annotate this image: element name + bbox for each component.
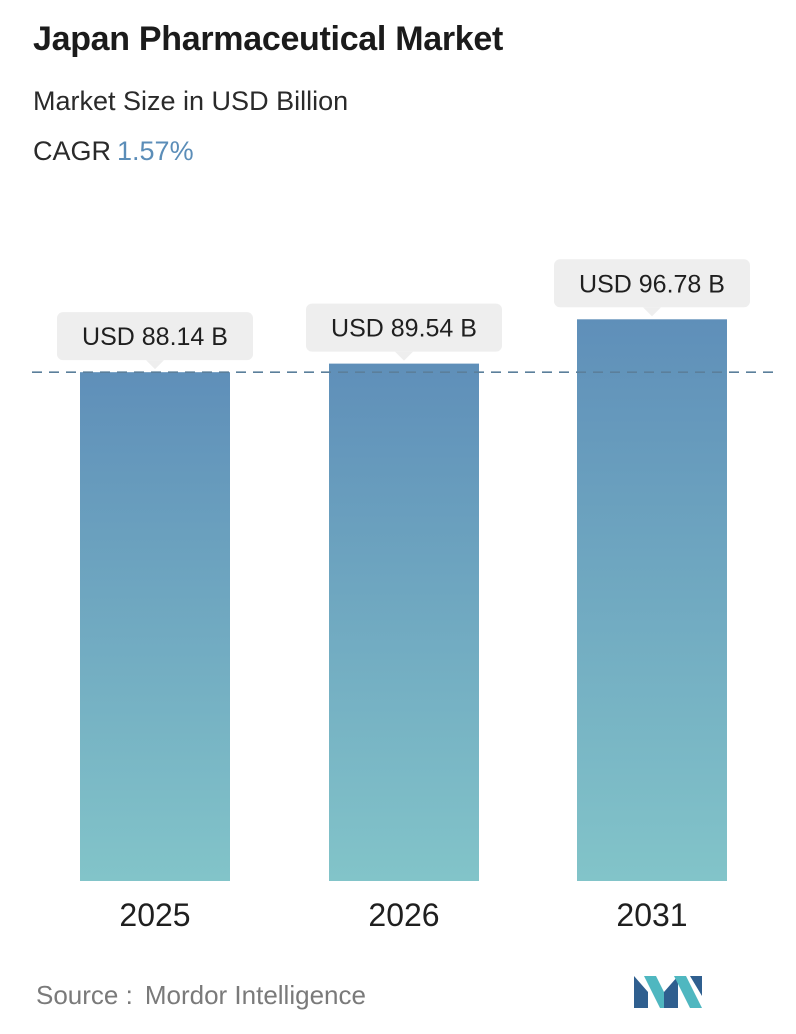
data-label-box <box>57 312 253 361</box>
data-label-text: USD 88.14 B <box>82 323 228 351</box>
page-title: Japan Pharmaceutical Market <box>33 20 504 58</box>
bar-2025 <box>80 372 230 881</box>
x-axis-labels-layer: 2025 2026 2031 <box>119 897 687 933</box>
source-name: Mordor Intelligence <box>144 980 366 1010</box>
chart-subtitle: Market Size in USD Billion <box>33 86 349 116</box>
data-label-2031: USD 96.78 B <box>554 259 750 317</box>
logo-stroke <box>674 976 702 1008</box>
data-label-text: USD 89.54 B <box>331 315 477 343</box>
data-label-pointer <box>146 360 164 370</box>
source-label: Source : <box>36 980 133 1010</box>
cagr-value: 1.57% <box>117 136 194 166</box>
x-tick-label-2026: 2026 <box>368 897 439 933</box>
data-label-2025: USD 88.14 B <box>57 312 253 370</box>
data-label-text: USD 96.78 B <box>579 270 725 298</box>
bar-2026 <box>329 363 479 881</box>
source-note: Source : Mordor Intelligence <box>36 980 366 1011</box>
x-tick-label-2025: 2025 <box>119 897 190 933</box>
mordor-intelligence-logo-icon <box>634 976 702 1008</box>
logo-stroke <box>664 976 678 1008</box>
cagr-row: CAGR 1.57% <box>33 136 194 167</box>
logo-stroke <box>634 976 648 1008</box>
data-label-2026: USD 89.54 B <box>306 303 502 361</box>
bar-2031 <box>577 319 727 881</box>
bars-layer <box>80 319 727 881</box>
data-label-pointer <box>395 351 413 361</box>
logo-stroke <box>690 976 702 996</box>
data-label-box <box>306 303 502 352</box>
x-tick-label-2031: 2031 <box>616 897 687 933</box>
data-label-box <box>554 259 750 308</box>
data-labels-layer: USD 88.14 B USD 89.54 B USD 96.78 B <box>57 259 750 370</box>
cagr-label: CAGR <box>33 136 112 166</box>
data-label-pointer <box>643 307 661 317</box>
